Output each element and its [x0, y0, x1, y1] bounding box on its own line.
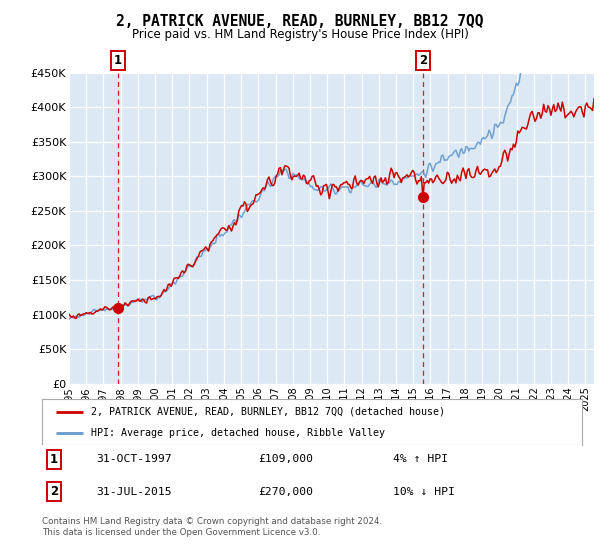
Text: 31-OCT-1997: 31-OCT-1997	[96, 454, 172, 464]
Text: 1: 1	[114, 54, 122, 67]
Text: £270,000: £270,000	[258, 487, 313, 497]
Text: 4% ↑ HPI: 4% ↑ HPI	[393, 454, 448, 464]
Text: £109,000: £109,000	[258, 454, 313, 464]
Text: 2, PATRICK AVENUE, READ, BURNLEY, BB12 7QQ: 2, PATRICK AVENUE, READ, BURNLEY, BB12 7…	[116, 14, 484, 29]
Text: 2, PATRICK AVENUE, READ, BURNLEY, BB12 7QQ (detached house): 2, PATRICK AVENUE, READ, BURNLEY, BB12 7…	[91, 407, 445, 417]
Text: Price paid vs. HM Land Registry's House Price Index (HPI): Price paid vs. HM Land Registry's House …	[131, 28, 469, 41]
Text: 2: 2	[419, 54, 427, 67]
Text: 1: 1	[50, 453, 58, 466]
Text: Contains HM Land Registry data © Crown copyright and database right 2024.
This d: Contains HM Land Registry data © Crown c…	[42, 517, 382, 537]
Text: 10% ↓ HPI: 10% ↓ HPI	[393, 487, 455, 497]
Text: HPI: Average price, detached house, Ribble Valley: HPI: Average price, detached house, Ribb…	[91, 428, 385, 438]
Text: 31-JUL-2015: 31-JUL-2015	[96, 487, 172, 497]
Text: 2: 2	[50, 485, 58, 498]
